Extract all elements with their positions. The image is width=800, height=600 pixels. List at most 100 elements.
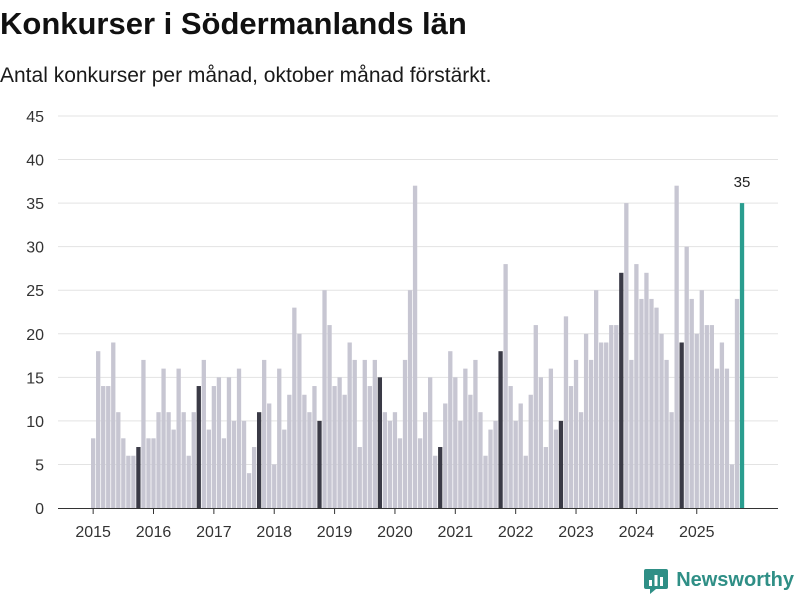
bar-97 [578,412,584,508]
bar-96 [573,359,579,508]
bar-34 [262,359,267,508]
bar-102 [604,342,609,508]
bar-50 [342,394,347,508]
bar-39 [287,394,292,508]
bar-115 [669,412,674,508]
bar-94 [563,316,569,508]
brand-logo: Newsworthy [644,566,794,594]
bar-10 [141,359,146,508]
bar-64 [412,185,418,508]
bar-57 [377,377,383,508]
bar-79 [488,429,493,508]
bar-68 [433,455,438,508]
bar-14 [161,368,166,508]
bar-11 [146,438,151,508]
bar-21 [196,386,201,508]
x-tick-label: 2022 [498,524,534,541]
bar-107 [629,359,634,508]
bar-48 [332,386,337,508]
bar-92 [553,429,559,508]
bar-28 [231,420,237,508]
bar-37 [277,368,282,508]
bar-106 [624,203,629,509]
bar-110 [644,272,649,508]
bar-7 [126,455,131,508]
bar-121 [699,290,704,508]
bar-52 [352,359,357,508]
x-axis [58,508,778,514]
bar-70 [443,403,448,508]
bar-36 [272,464,277,508]
bar-5 [116,412,121,508]
bar-101 [599,342,604,508]
bar-117 [679,342,684,508]
bar-105 [619,272,624,508]
bar-19 [186,455,191,508]
bar-87 [528,394,533,508]
x-tick-label: 2018 [256,524,292,541]
y-tick-label: 5 [35,457,44,474]
bar-6 [121,438,126,508]
y-tick-label: 35 [26,196,44,213]
bar-0 [91,438,96,508]
bars [91,185,745,509]
bar-29 [236,368,242,508]
bar-38 [282,429,287,508]
bar-88 [533,325,538,508]
bar-116 [674,185,679,508]
bar-125 [719,342,725,508]
bar-109 [639,298,644,508]
bar-8 [131,455,136,508]
bar-2 [101,386,106,508]
x-tick-label: 2020 [377,524,413,541]
x-tick-label: 2016 [136,524,172,541]
page-title: Konkurser i Södermanlands län [0,6,467,41]
grid-lines [58,115,778,465]
y-tick-label: 10 [26,414,44,431]
bar-120 [694,333,699,508]
bar-124 [714,368,720,508]
bar-44 [312,386,317,508]
bar-73 [458,420,463,508]
bar-112 [654,307,659,508]
bar-47 [327,325,332,508]
bar-103 [609,325,614,508]
bar-32 [251,447,257,508]
bar-60 [392,412,398,508]
bar-3 [106,386,111,508]
newsworthy-icon [644,569,669,594]
bar-69 [438,447,443,508]
bar-119 [689,298,694,508]
bar-111 [649,298,654,508]
bar-81 [498,351,503,508]
bar-51 [347,342,352,508]
bar-31 [246,473,252,508]
bar-16 [171,429,176,508]
bar-77 [478,412,483,508]
bar-89 [538,377,543,508]
bar-65 [417,438,423,508]
bar-61 [397,438,403,508]
bar-72 [453,377,458,508]
bar-80 [493,420,498,508]
bar-123 [709,325,714,508]
bar-128 [734,298,740,508]
bar-129 [739,203,745,509]
bar-23 [206,429,211,508]
bar-18 [181,412,186,508]
bar-104 [614,325,619,508]
x-tick-label: 2015 [75,524,111,541]
bar-25 [216,377,222,508]
bar-108 [634,264,639,508]
bar-43 [307,412,312,508]
bar-74 [463,368,468,508]
x-tick-label: 2023 [558,524,594,541]
y-tick-label: 20 [26,327,44,344]
bar-71 [448,351,453,508]
bar-4 [111,342,116,508]
x-tick-label: 2024 [619,524,655,541]
bar-30 [241,420,247,508]
bar-54 [362,359,367,508]
